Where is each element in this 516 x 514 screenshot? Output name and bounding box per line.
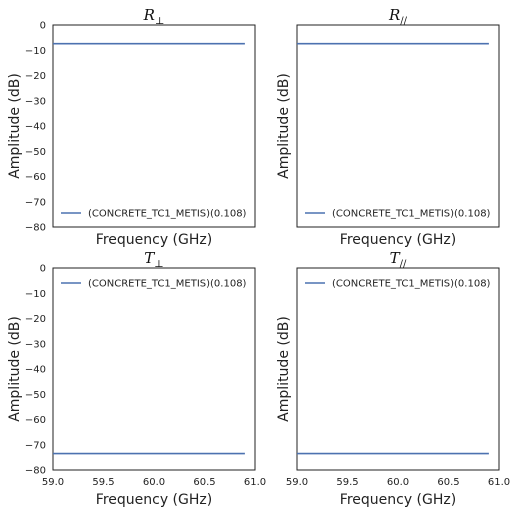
x-tick-label: 59.5 [92, 477, 114, 488]
x-tick-label: 59.5 [336, 477, 358, 488]
y-tick-label: −80 [25, 223, 46, 234]
y-tick-label: −10 [25, 289, 46, 300]
y-tick-label: −80 [25, 466, 46, 477]
y-tick-label: −50 [25, 390, 46, 401]
x-tick-label: 60.5 [437, 477, 459, 488]
x-axis-label: Frequency (GHz) [340, 232, 456, 248]
title-subscript: ⊥ [154, 259, 163, 270]
x-tick-label: 59.0 [42, 477, 64, 488]
y-tick-label: −20 [25, 71, 46, 82]
title-subscript: // [400, 259, 407, 270]
x-tick-label: 60.5 [193, 477, 215, 488]
plot-area [52, 267, 256, 471]
subplot-title: T// [390, 249, 407, 270]
y-tick-label: −60 [25, 415, 46, 426]
title-main: R [143, 6, 155, 24]
y-tick-label: −70 [25, 197, 46, 208]
x-axis-label: Frequency (GHz) [340, 492, 456, 508]
legend-label: (CONCRETE_TC1_METIS)(0.108) [332, 279, 491, 290]
subplot-r-par: R// Frequency (GHz) Amplitude (dB) (CONCRET… [276, 6, 500, 248]
plot-area [296, 267, 500, 471]
subplot-title: R// [388, 6, 408, 27]
y-tick-label: −40 [25, 122, 46, 133]
x-tick-label: 59.0 [286, 477, 308, 488]
y-tick-label: 0 [40, 21, 46, 32]
y-axis-label: Amplitude (dB) [7, 73, 23, 179]
subplot-r-perp: R⊥ 0 −10 −20 −30 −40 −50 −60 −70 −80 Frequency (GH… [7, 6, 256, 248]
legend: (CONCRETE_TC1_METIS)(0.108) [61, 279, 247, 290]
plot-area [296, 24, 500, 228]
y-tick-label: −50 [25, 147, 46, 158]
y-tick-label: −60 [25, 172, 46, 183]
legend-label: (CONCRETE_TC1_METIS)(0.108) [332, 209, 491, 220]
legend: (CONCRETE_TC1_METIS)(0.108) [305, 279, 491, 290]
y-axis-label: Amplitude (dB) [276, 73, 292, 179]
subplot-t-par: T// 59.0 59.5 60.0 60.5 61.0 Frequency (GHz) Am… [276, 249, 510, 508]
legend: (CONCRETE_TC1_METIS)(0.108) [305, 209, 491, 220]
legend: (CONCRETE_TC1_METIS)(0.108) [61, 209, 247, 220]
title-subscript: // [400, 16, 407, 27]
y-tick-label: −70 [25, 440, 46, 451]
x-tick-label: 60.0 [143, 477, 165, 488]
x-axis-label: Frequency (GHz) [96, 492, 212, 508]
x-tick-label: 61.0 [488, 477, 510, 488]
subplot-title: T⊥ [144, 249, 163, 270]
title-main: R [388, 6, 400, 24]
y-tick-label: −40 [25, 365, 46, 376]
x-axis-label: Frequency (GHz) [96, 232, 212, 248]
y-tick-label: −20 [25, 314, 46, 325]
plot-area [52, 24, 256, 228]
legend-label: (CONCRETE_TC1_METIS)(0.108) [88, 209, 247, 220]
y-tick-label: 0 [40, 264, 46, 275]
legend-label: (CONCRETE_TC1_METIS)(0.108) [88, 279, 247, 290]
y-tick-label: −30 [25, 339, 46, 350]
y-axis-label: Amplitude (dB) [276, 316, 292, 422]
y-tick-label: −10 [25, 46, 46, 57]
x-tick-label: 61.0 [244, 477, 266, 488]
y-tick-label: −30 [25, 96, 46, 107]
title-subscript: ⊥ [155, 16, 164, 27]
subplot-title: R⊥ [143, 6, 165, 27]
y-axis-label: Amplitude (dB) [7, 316, 23, 422]
title-main: T [144, 249, 155, 267]
title-main: T [390, 249, 401, 267]
x-tick-label: 60.0 [387, 477, 409, 488]
